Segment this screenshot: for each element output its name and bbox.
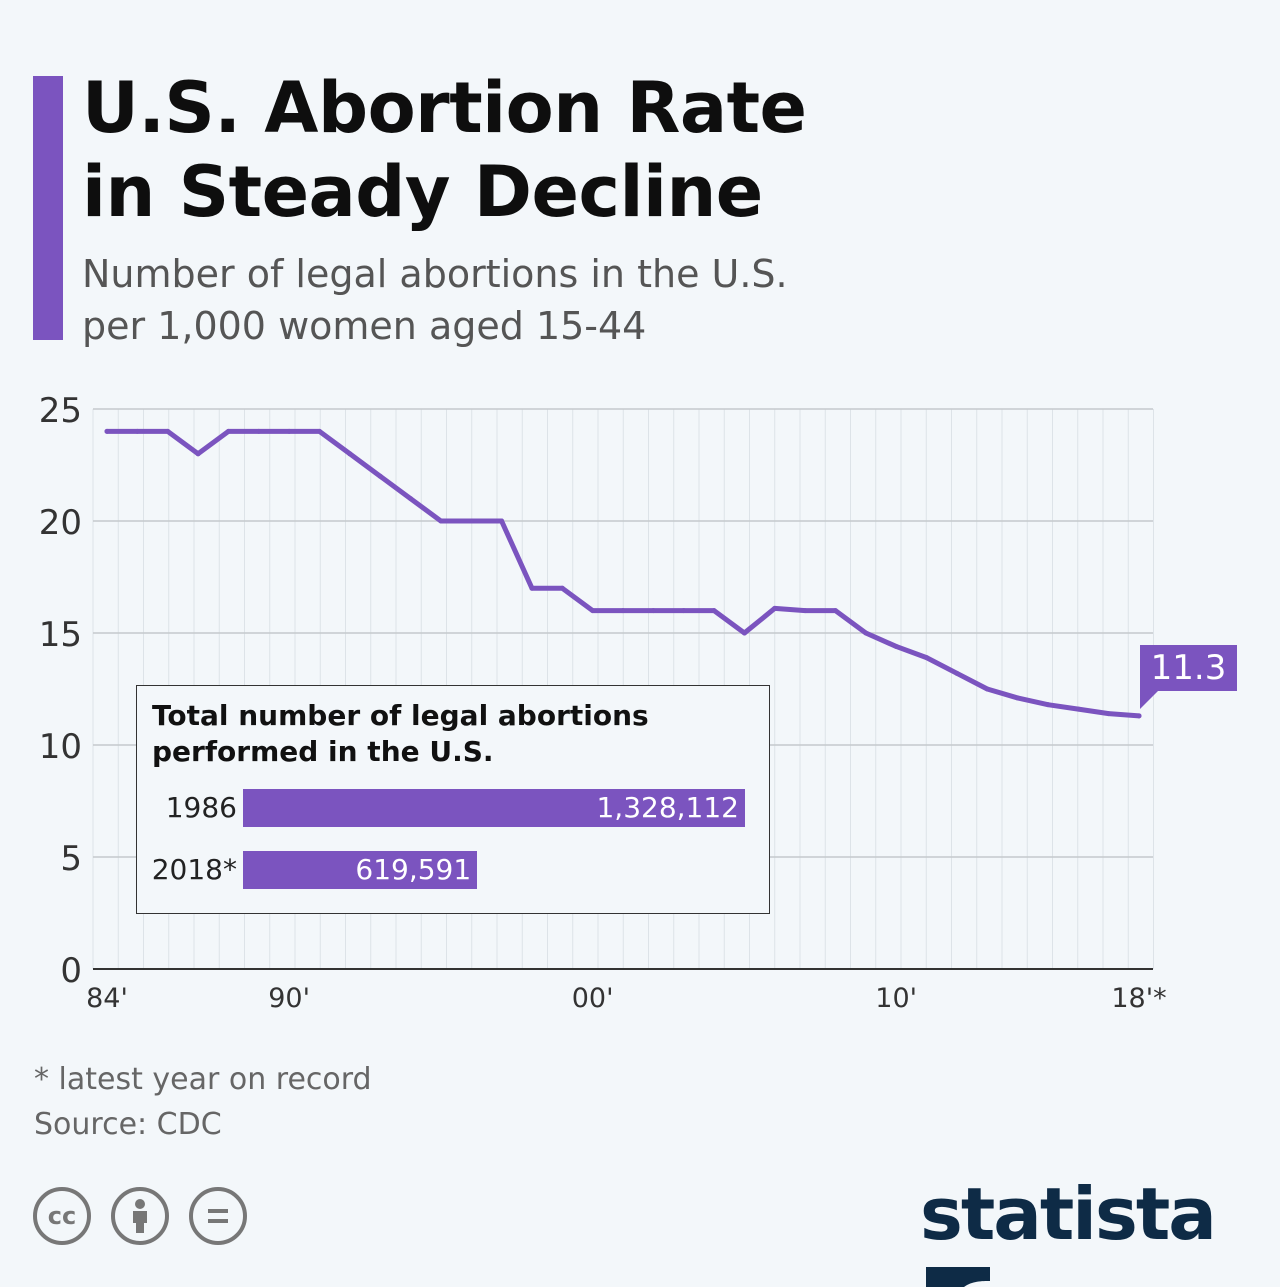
data-point <box>863 630 869 636</box>
y-tick-label: 10 <box>39 727 82 767</box>
x-tick-label: 90' <box>268 983 310 1014</box>
no-derivatives-icon[interactable] <box>189 1187 247 1245</box>
inset-bar-row: 1986 1,328,112 <box>137 789 769 827</box>
y-tick-label: 20 <box>39 503 82 543</box>
data-point <box>195 451 201 457</box>
data-point <box>1106 711 1112 717</box>
inset-title-line-2: performed in the U.S. <box>152 735 494 768</box>
data-point <box>681 608 687 614</box>
data-point <box>286 428 292 434</box>
x-tick-label: 10' <box>875 983 917 1014</box>
x-tick-label: 18'* <box>1111 983 1166 1014</box>
data-point <box>711 608 717 614</box>
data-point <box>893 643 899 649</box>
subtitle-line-1: Number of legal abortions in the U.S. <box>82 252 788 296</box>
title-line-2: in Steady Decline <box>82 151 763 233</box>
data-point <box>1136 713 1142 719</box>
data-point <box>1075 706 1081 712</box>
data-point <box>1015 695 1021 701</box>
data-point <box>529 585 535 591</box>
inset-title-line-1: Total number of legal abortions <box>152 699 649 732</box>
data-point <box>832 608 838 614</box>
data-point <box>134 428 140 434</box>
data-point <box>984 686 990 692</box>
data-point <box>165 428 171 434</box>
chart-title: U.S. Abortion Rate in Steady Decline <box>82 66 807 234</box>
brand-text: statista <box>920 1172 1217 1256</box>
data-point <box>559 585 565 591</box>
chart-subtitle: Number of legal abortions in the U.S. pe… <box>82 248 788 352</box>
inset-bar: 619,591 <box>243 851 478 889</box>
data-point <box>377 473 383 479</box>
data-point <box>499 518 505 524</box>
data-point <box>408 496 414 502</box>
y-tick-label: 25 <box>39 391 82 431</box>
accent-bar <box>33 76 63 340</box>
footnote: * latest year on record <box>34 1062 372 1097</box>
y-tick-label: 15 <box>39 615 82 655</box>
data-point <box>650 608 656 614</box>
x-tick-label: 00' <box>572 983 614 1014</box>
inset-title: Total number of legal abortions performe… <box>152 698 649 770</box>
data-point <box>347 451 353 457</box>
data-point <box>256 428 262 434</box>
inset-bar-row: 2018* 619,591 <box>137 851 769 889</box>
cc-icon[interactable]: cc <box>33 1187 91 1245</box>
subtitle-line-2: per 1,000 women aged 15-44 <box>82 304 647 348</box>
last-value-callout: 11.3 <box>1140 645 1237 709</box>
y-tick-label: 0 <box>60 951 82 991</box>
inset-bar-year: 1986 <box>165 791 237 824</box>
title-line-1: U.S. Abortion Rate <box>82 67 807 149</box>
data-point <box>225 428 231 434</box>
data-point <box>620 608 626 614</box>
source: Source: CDC <box>34 1107 222 1142</box>
y-tick-label: 5 <box>60 839 82 879</box>
attribution-icon[interactable] <box>111 1187 169 1245</box>
data-point <box>772 605 778 611</box>
data-point <box>590 608 596 614</box>
statista-mark-icon <box>926 1267 990 1287</box>
data-point <box>741 630 747 636</box>
statista-logo[interactable]: statista <box>920 1172 1280 1287</box>
data-point <box>438 518 444 524</box>
inset-bar-year: 2018* <box>151 853 237 886</box>
data-point <box>104 428 110 434</box>
data-point <box>1045 702 1051 708</box>
data-point <box>468 518 474 524</box>
inset-bar-chart: Total number of legal abortions performe… <box>136 685 770 914</box>
data-point <box>316 428 322 434</box>
x-tick-label: 84' <box>86 983 128 1014</box>
data-point <box>802 608 808 614</box>
data-point <box>924 655 930 661</box>
inset-bar: 1,328,112 <box>243 789 745 827</box>
data-point <box>954 670 960 676</box>
